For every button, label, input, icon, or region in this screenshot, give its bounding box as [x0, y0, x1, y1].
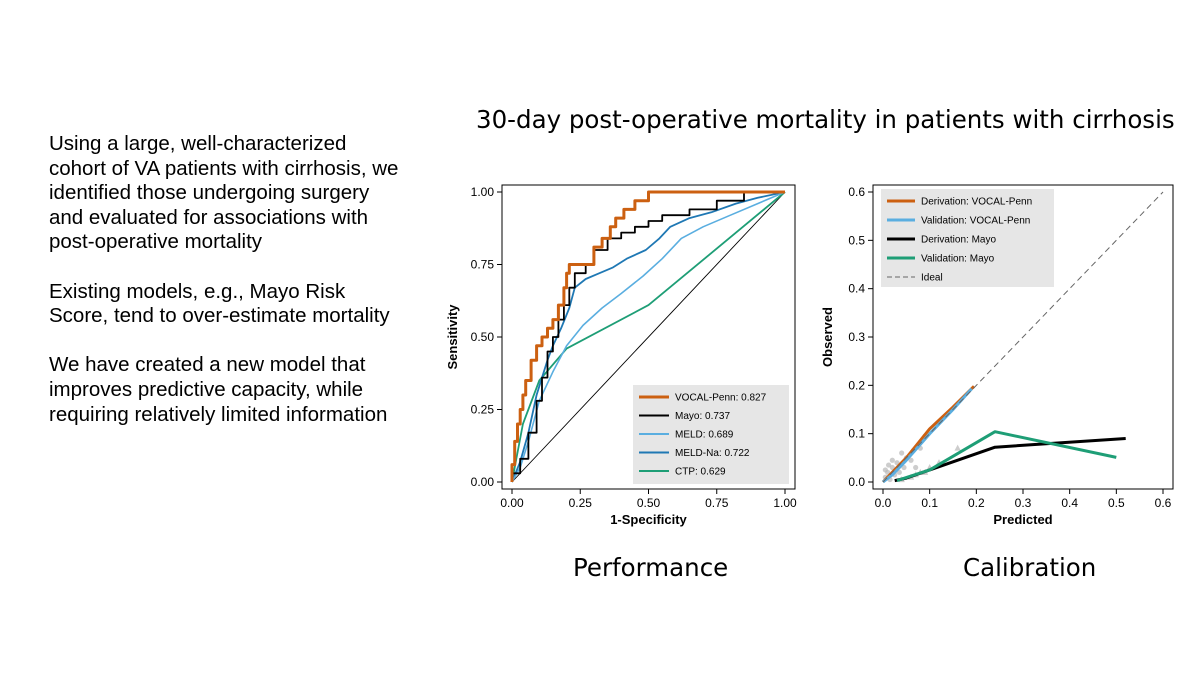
series-line: [896, 430, 1117, 483]
y-tick-label: 1.00: [471, 185, 495, 199]
y-tick-label: 0.0: [848, 475, 865, 489]
y-tick-label: 0.6: [848, 185, 865, 199]
roc-chart: 0.00 0.25 0.50 0.75 1.00 0.00 0.25 0.50 0.75 1.00…: [445, 184, 797, 527]
series-line: [510, 190, 785, 482]
calibration-caption: Calibration: [963, 553, 1097, 582]
x-tick-label: 0.4: [1061, 496, 1078, 510]
calibration-chart: 0.0 0.1 0.2 0.3 0.4 0.5 0.6 0.0 0.1 0.2 0.3 0.4 0.5 0…: [820, 184, 1174, 527]
x-tick-label: 0.3: [1015, 496, 1032, 510]
scatter-point: [896, 469, 902, 475]
x-tick-label: 0.50: [637, 496, 661, 510]
x-tick-label: 0.6: [1155, 496, 1172, 510]
legend-label: Validation: Mayo: [921, 254, 995, 265]
series-line: [894, 437, 1126, 483]
slide-title: 30-day post-operative mortality in patie…: [476, 105, 1175, 134]
x-tick-label: 0.75: [705, 496, 729, 510]
series-line: [511, 191, 786, 483]
bullet-text: Existing models, e.g., Mayo Risk Score, …: [49, 279, 390, 328]
scatter-point: [899, 450, 905, 456]
bullet-text: We have created a new model that improve…: [49, 353, 388, 426]
legend-label: Ideal: [921, 273, 943, 284]
scatter-point: [908, 457, 914, 463]
bullet-text: Using a large, well-characterized cohort…: [49, 132, 399, 254]
x-tick-label: 0.5: [1108, 496, 1125, 510]
scatter-point: [913, 464, 919, 471]
y-tick-label: 0.5: [848, 233, 865, 247]
legend-label: Derivation: Mayo: [921, 235, 996, 246]
y-tick-label: 0.50: [471, 330, 495, 344]
scatter-triangle: [954, 444, 961, 451]
x-axis-label: Predicted: [993, 512, 1052, 527]
x-tick-label: 0.00: [500, 496, 524, 510]
legend-label: CTP: 0.629: [675, 467, 726, 478]
y-tick-label: 0.3: [848, 330, 865, 344]
reference-line: [511, 191, 786, 483]
performance-caption: Performance: [573, 553, 729, 582]
x-tick-label: 0.2: [968, 496, 985, 510]
y-axis-label: Sensitivity: [445, 304, 460, 370]
legend-label: Mayo: 0.737: [675, 411, 730, 422]
scatter-point: [889, 457, 895, 463]
x-tick-label: 0.25: [569, 496, 593, 510]
x-tick-label: 0.0: [875, 496, 892, 510]
series-line: [511, 191, 786, 483]
series-line: [511, 191, 785, 482]
series-line: [511, 191, 786, 483]
y-axis-label: Observed: [820, 307, 835, 367]
legend-label: VOCAL-Penn: 0.827: [675, 393, 767, 404]
y-tick-label: 0.1: [848, 427, 865, 441]
x-tick-label: 0.1: [921, 496, 938, 510]
scatter-point: [901, 464, 907, 471]
series-line: [882, 191, 1164, 483]
legend-label: MELD: 0.689: [675, 430, 734, 441]
legend-label: Validation: VOCAL-Penn: [921, 216, 1030, 227]
y-tick-label: 0.75: [471, 258, 495, 272]
scatter-point: [882, 467, 888, 473]
y-tick-label: 0.2: [848, 378, 865, 392]
scatter-point: [886, 462, 892, 468]
legend-label: Derivation: VOCAL-Penn: [921, 197, 1032, 208]
legend-label: MELD-Na: 0.722: [675, 448, 750, 459]
bullet-list: Using a large, well-characterized cohort…: [49, 132, 409, 452]
y-tick-label: 0.00: [471, 475, 495, 489]
x-tick-label: 1.00: [773, 496, 797, 510]
x-axis-label: 1-Specificity: [610, 512, 687, 527]
y-tick-label: 0.25: [471, 403, 495, 417]
y-tick-label: 0.4: [848, 282, 865, 296]
